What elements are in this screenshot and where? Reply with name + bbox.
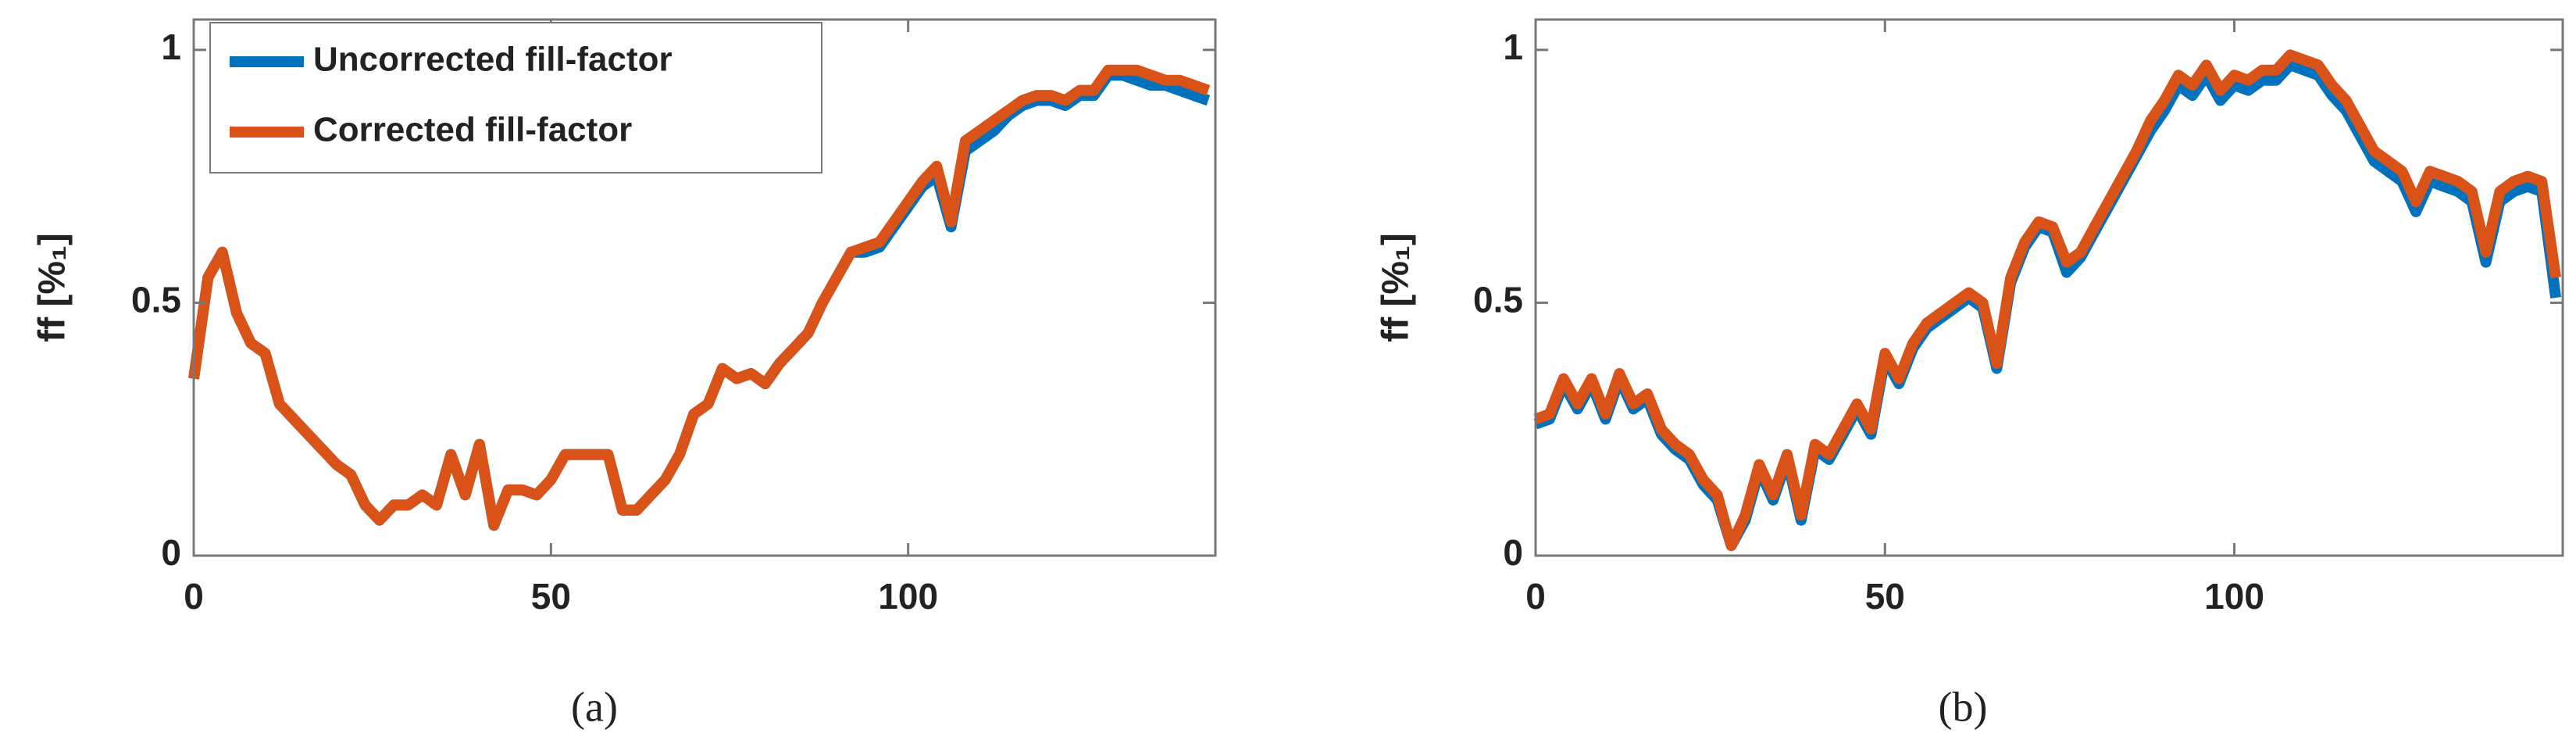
x-tick-label: 50 [531, 576, 571, 617]
y-tick-label: 1 [1503, 27, 1523, 67]
data-line [1533, 59, 2562, 552]
caption: (a) [571, 683, 618, 730]
x-tick-label: 100 [2204, 576, 2264, 617]
axes-frame [192, 18, 1217, 557]
x-tick-label: 0 [184, 576, 204, 617]
x-tick-label: 50 [1865, 576, 1905, 617]
legend-label: Corrected fill-factor [313, 111, 632, 149]
x-tick-label: 0 [1525, 576, 1546, 617]
x-tick-label: 100 [878, 576, 938, 617]
axes-frame [1534, 18, 2564, 557]
y-axis-label: ff [%₁] [1375, 233, 1417, 342]
y-axis-label: ff [%₁] [32, 233, 73, 342]
y-tick-label: 1 [161, 27, 181, 67]
data-line [1533, 49, 2562, 552]
caption: (b) [1939, 683, 1988, 730]
legend-box [209, 22, 822, 173]
y-tick-label: 0 [1503, 532, 1523, 573]
y-tick-label: 0 [161, 532, 181, 573]
legend-label: Uncorrected fill-factor [313, 41, 673, 79]
y-tick-label: 0.5 [1473, 280, 1523, 320]
data-line [188, 64, 1211, 531]
y-tick-label: 0.5 [131, 280, 181, 320]
